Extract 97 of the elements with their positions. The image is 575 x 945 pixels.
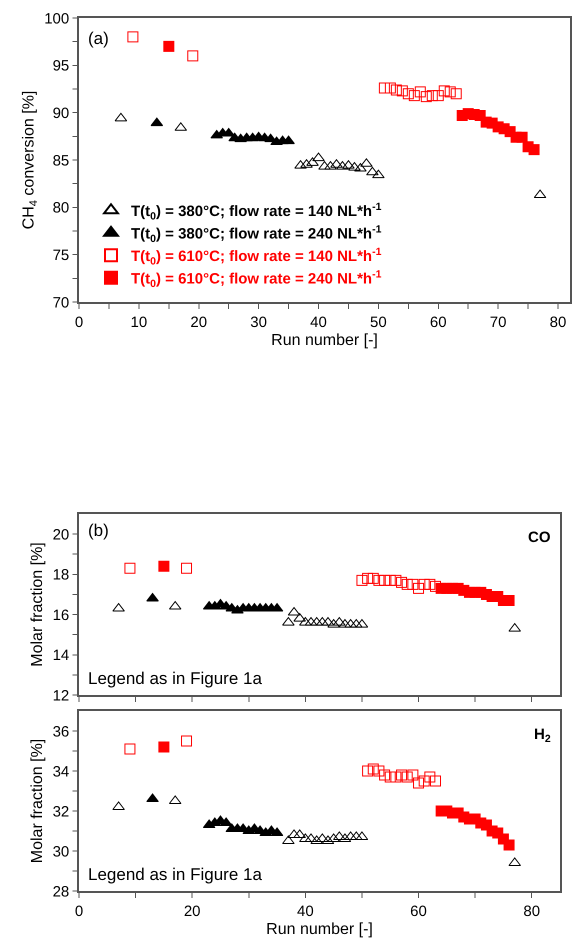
point [124,744,136,754]
point [390,574,402,586]
y-tick-label: 85 [52,152,70,170]
x-tick-label: 80 [550,314,566,331]
point [378,82,390,94]
legend-label: T(t$_{0}$) = 380°C; flow rate = 140 NL*h$^{-1}$ [131,200,382,222]
x-tick-label: 40 [310,314,327,331]
point [124,562,136,574]
point [430,776,442,786]
y-tick-label: 14 [52,647,70,664]
legend-label: T(t$_{0}$) = 610°C; flow rate = 240 NL*h$^{-1}$ [131,268,382,290]
x-tick-label: 20 [190,314,208,331]
x-tick-label: 40 [297,902,314,920]
point [362,766,374,776]
x-tick-label: 30 [250,314,267,331]
y-tick-label: 75 [52,246,70,264]
point [414,86,426,98]
y-tick-label: 12 [52,687,70,704]
x-tick-label: 80 [523,902,540,920]
y-tick-label: 80 [52,200,70,217]
x-axis-title: Run number [-] [266,920,373,938]
point [368,572,379,584]
point [187,50,198,62]
point [396,85,408,96]
point [390,772,402,782]
point [127,31,138,42]
annotation: (a) [88,29,109,48]
y-tick-label: 20 [52,526,70,544]
point [384,574,396,586]
y-axis-title: Molar fraction [%] [28,542,46,667]
x-tick-label: 0 [74,902,84,920]
point [373,766,384,776]
point [402,578,413,590]
y-axis-title: Molar fraction [%] [28,738,46,864]
y-tick-label: 70 [52,294,70,312]
y-tick-label: 90 [52,104,70,122]
y-tick-label: 30 [52,843,70,860]
point [181,562,192,574]
y-tick-label: 100 [44,10,70,28]
point [418,578,430,590]
point [384,772,396,782]
x-tick-label: 50 [370,314,387,331]
point [362,572,374,584]
point [407,578,418,590]
point [402,88,414,100]
point [528,144,540,156]
point [390,84,402,96]
legend-label: T(t$_{0}$) = 610°C; flow rate = 140 NL*h$^{-1}$ [131,246,382,268]
point [396,770,408,780]
x-tick-label: 60 [430,314,447,331]
annotation: Legend as in Figure 1a [88,669,262,688]
x-tick-label: 20 [184,902,201,920]
annotation: Legend as in Figure 1a [88,865,262,884]
point [438,85,450,96]
point [368,764,379,774]
y-tick-label: 32 [52,803,70,820]
point [450,88,462,100]
point [413,778,424,788]
y-tick-label: 36 [52,723,70,740]
point [158,742,170,752]
point [418,776,430,786]
point [430,580,442,592]
y-tick-label: 28 [52,883,70,900]
point [426,90,438,102]
point [396,576,408,588]
point [379,770,390,780]
point [432,90,444,102]
legend-label: T(t$_{0}$) = 380°C; flow rate = 240 NL*h$^{-1}$ [131,223,382,245]
point [163,40,174,52]
x-axis-title: Run number [-] [271,332,378,349]
point [181,736,192,746]
y-tick-label: 34 [52,763,70,780]
x-tick-label: 60 [410,902,427,920]
point [402,772,413,782]
y-tick-label: 16 [52,606,70,624]
annotation: (b) [88,521,109,540]
point [373,574,384,586]
x-tick-label: 0 [74,314,84,331]
point [408,90,420,102]
point [444,86,456,98]
point [158,560,170,572]
point [504,840,515,850]
point [420,91,432,102]
point [384,82,396,94]
point [407,770,418,780]
annotation: CO [528,529,551,546]
y-tick-label: 18 [52,566,70,584]
point [516,132,528,143]
x-tick-label: 70 [490,314,506,331]
annotation: H$_{2}$ [534,726,551,746]
point [413,582,424,594]
point [424,772,436,782]
point [379,574,390,586]
x-tick-label: 10 [130,314,148,331]
y-tick-label: 95 [52,58,70,75]
point [424,578,436,590]
point [356,574,368,586]
